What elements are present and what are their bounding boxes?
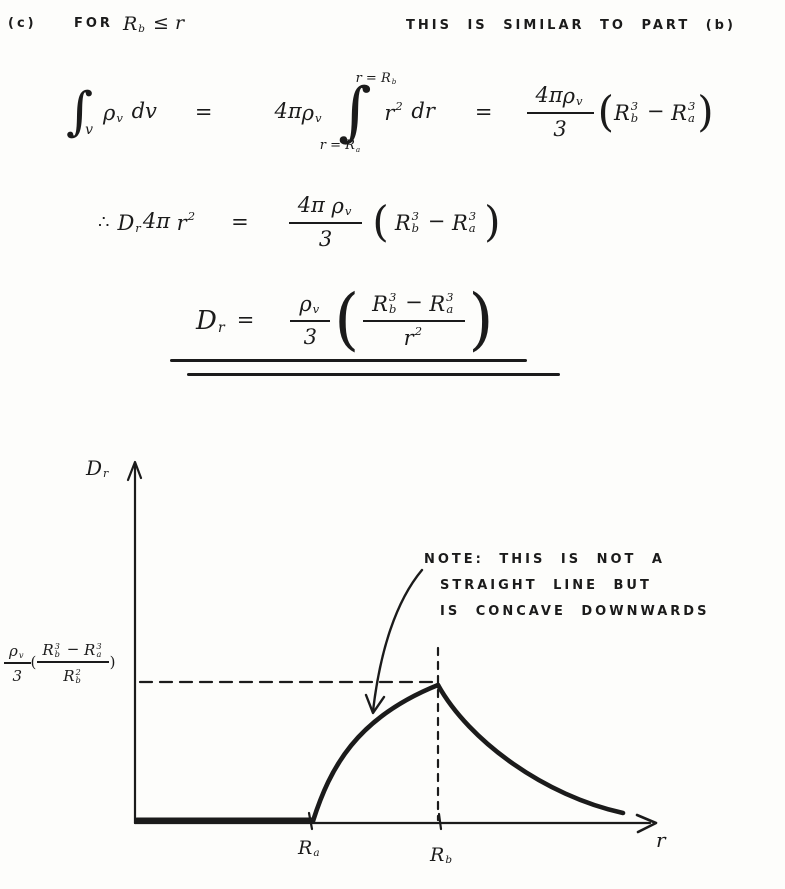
coefficient-4-pi-rho: 4π ρ v xyxy=(274,99,322,125)
integral-symbol: ∫ xyxy=(66,81,94,142)
left-paren: ( xyxy=(372,197,389,246)
graph-canvas xyxy=(126,460,658,834)
fraction-denominator: 3 xyxy=(553,117,567,142)
condition: FOR R b ≤ r xyxy=(74,12,184,35)
volume-integral-symbol: ∫ v xyxy=(66,81,101,142)
x-tick-label-ra: R a xyxy=(298,837,320,859)
radial-integral-symbol: r = R b ∫ r = R a xyxy=(320,71,397,153)
fraction-4-pi-rho-over-3: 4π ρ v 3 xyxy=(526,83,594,142)
falling-curve xyxy=(435,682,626,816)
rb-tick xyxy=(437,812,443,831)
integrand-density: ρ v dv xyxy=(103,99,157,125)
part-label: (c) xyxy=(8,16,37,31)
fraction-rho-over-3: ρ v 3 xyxy=(290,291,331,350)
ra-tick xyxy=(307,811,314,831)
integral-upper-limit: r = R b xyxy=(355,70,397,87)
annotation-note: NOTE: THIS IS NOT A STRAIGHT LINE BUT IS… xyxy=(424,552,709,630)
for-label: FOR xyxy=(74,16,113,31)
y-axis-label: D r xyxy=(86,455,109,480)
fraction-denominator: 3 xyxy=(303,325,317,350)
result-underline-1 xyxy=(170,359,527,362)
integral-lower-limit-v: v xyxy=(85,122,94,139)
x-axis-label: r xyxy=(656,828,666,852)
rising-curve xyxy=(310,682,441,824)
condition-expression: R b ≤ r xyxy=(122,12,185,35)
equals-sign: = xyxy=(231,210,249,234)
y-axis-arrow xyxy=(126,460,143,482)
fraction-numerator: ρ v xyxy=(290,291,331,323)
note-line-3: IS CONCAVE DOWNWARDS xyxy=(440,604,710,619)
therefore-symbol: ∴ xyxy=(98,211,110,233)
note-line-1: NOTE: THIS IS NOT A xyxy=(424,552,665,567)
right-paren: ) xyxy=(697,87,714,136)
equals-sign: = xyxy=(236,308,255,332)
fraction-numerator: 4π ρ v xyxy=(288,193,363,225)
right-paren: ) xyxy=(468,281,494,359)
integral-lower-limit: r = R a xyxy=(319,138,361,154)
integral-symbol: ∫ xyxy=(338,74,372,149)
peak-outer-fraction: ρ v 3 xyxy=(4,641,31,685)
equals-sign: = xyxy=(474,100,493,124)
left-paren: ( xyxy=(334,281,360,359)
x-axis-arrow xyxy=(635,813,658,834)
note-arrow-head xyxy=(364,693,386,715)
right-paren: ) xyxy=(109,653,116,671)
peak-outer-denominator: 3 xyxy=(12,666,23,685)
note-line-2: STRAIGHT LINE BUT xyxy=(440,578,652,593)
result-underline-2 xyxy=(187,373,560,376)
left-paren: ( xyxy=(597,87,614,136)
similar-note: THIS IS SIMILAR TO PART (b) xyxy=(406,18,736,33)
fraction-4-pi-rho-over-3: 4π ρ v 3 xyxy=(288,193,363,252)
fraction-numerator: 4π ρ v xyxy=(526,83,594,115)
left-paren: ( xyxy=(30,653,37,671)
peak-outer-numerator: ρ v xyxy=(4,641,31,664)
fraction-denominator: 3 xyxy=(318,227,333,252)
right-paren: ) xyxy=(484,197,501,246)
result-lhs: D r xyxy=(196,305,225,336)
x-tick-label-rb: R b xyxy=(430,844,452,866)
note-arrow xyxy=(371,568,424,713)
equals-sign: = xyxy=(194,100,213,124)
